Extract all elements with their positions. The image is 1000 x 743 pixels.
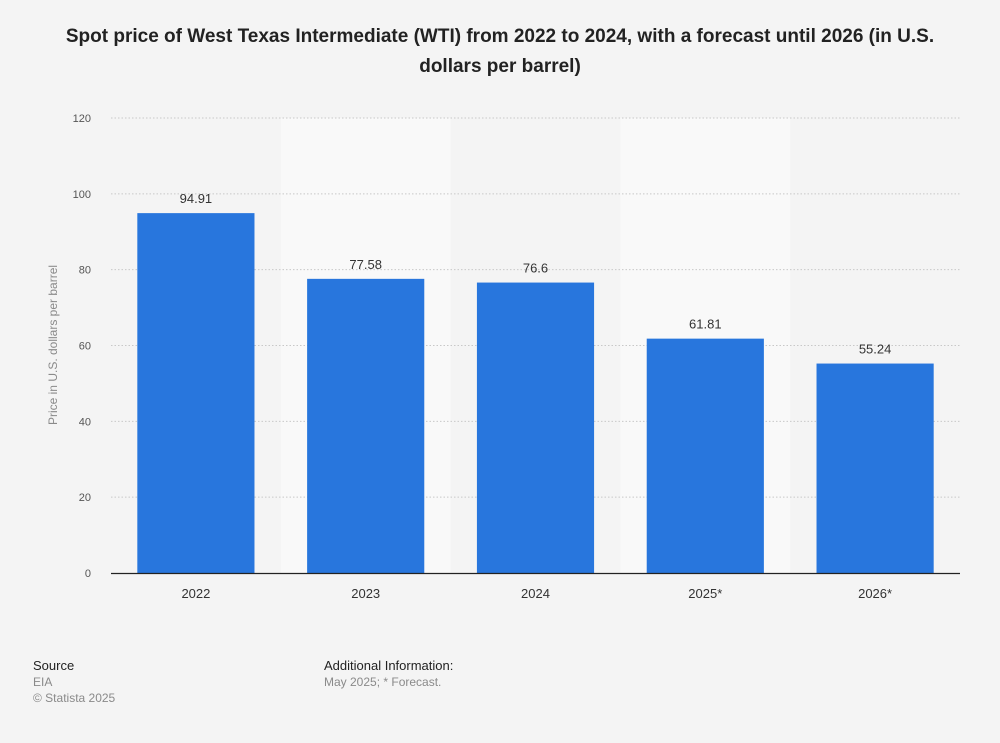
x-tick-labels: 2022 2023 2024 2025* 2026* [181,586,892,601]
value-label: 77.58 [349,257,382,272]
x-tick-label: 2022 [181,586,210,601]
y-tick-label: 0 [85,568,91,580]
additional-info-block: Additional Information: May 2025; * Fore… [324,658,453,690]
chart-title: Spot price of West Texas Intermediate (W… [65,26,935,77]
y-axis-label: Price in U.S. dollars per barrel [46,265,60,425]
bar[interactable] [476,282,595,573]
y-tick-label: 120 [73,113,91,125]
value-label: 94.91 [180,191,213,206]
source-block: Source EIA © Statista 2025 [33,658,115,706]
y-tick-label: 40 [79,416,91,428]
x-tick-label: 2023 [351,586,380,601]
x-tick-label: 2025* [688,586,722,601]
y-tick-label: 60 [79,341,91,353]
source-heading: Source [33,658,75,673]
additional-info-text: May 2025; * Forecast. [324,675,442,689]
bar-chart: 0 20 40 60 80 100 120 Price in U.S. dollars pe… [46,113,960,601]
y-tick-label: 80 [79,265,91,277]
additional-info-heading[interactable]: Additional Information: [324,658,454,673]
source-name[interactable]: EIA [33,675,53,689]
value-label: 76.6 [523,261,548,276]
x-tick-label: 2026* [858,586,892,601]
x-tick-label: 2024 [521,586,550,601]
value-label: 61.81 [689,317,722,332]
value-label: 55.24 [859,342,892,357]
value-labels: 94.91 77.58 76.6 61.81 55.24 [180,191,892,356]
copyright-text[interactable]: © Statista 2025 [33,691,116,705]
bar[interactable] [816,363,934,573]
bar[interactable] [137,213,255,573]
y-tick-labels: 0 20 40 60 80 100 120 [73,113,91,580]
y-tick-label: 100 [73,189,91,201]
bars [137,213,934,573]
y-tick-label: 20 [79,492,91,504]
bar[interactable] [307,278,425,573]
bar[interactable] [646,338,764,573]
